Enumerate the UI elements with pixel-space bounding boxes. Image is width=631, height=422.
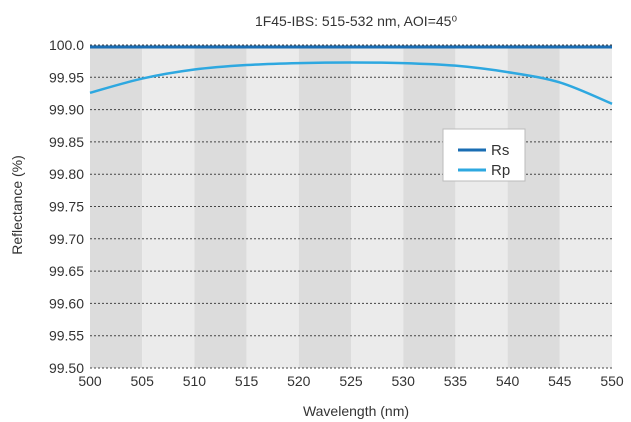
y-tick-label: 99.95: [49, 69, 84, 85]
y-tick-label: 99.85: [49, 134, 84, 150]
legend: Rs Rp: [442, 128, 526, 182]
y-tick-label: 100.0: [49, 37, 84, 53]
y-tick-label: 99.65: [49, 263, 84, 279]
x-tick-label: 545: [548, 373, 572, 389]
y-tick-label: 99.60: [49, 295, 84, 311]
y-tick-label: 99.90: [49, 102, 84, 118]
x-tick-label: 510: [183, 373, 207, 389]
x-tick-label: 550: [600, 373, 624, 389]
y-tick-label: 99.80: [49, 166, 84, 182]
y-tick-label: 99.70: [49, 231, 84, 247]
y-tick-label: 99.55: [49, 328, 84, 344]
y-tick-label: 99.50: [49, 360, 84, 376]
x-tick-label: 530: [392, 373, 416, 389]
y-tick-label: 99.75: [49, 199, 84, 215]
x-tick-label: 520: [287, 373, 311, 389]
legend-label-rs: Rs: [491, 142, 509, 159]
legend-box: [442, 128, 526, 182]
x-tick-label: 525: [339, 373, 363, 389]
data-series: [89, 45, 613, 105]
chart-title: 1F45-IBS: 515-532 nm, AOI=45⁰: [255, 13, 458, 29]
series-line-rp: [89, 61, 613, 105]
x-tick-label: 505: [131, 373, 155, 389]
x-tick-label: 535: [444, 373, 468, 389]
y-tick-labels: 99.50 99.55 99.60 99.65 99.70 99.75 99.80 99.85…: [49, 37, 84, 376]
x-tick-label: 540: [496, 373, 520, 389]
x-axis-title: Wavelength (nm): [303, 403, 409, 419]
y-axis-title: Reflectance (%): [9, 155, 25, 255]
grid-lines: [90, 44, 612, 369]
x-tick-label: 500: [78, 373, 102, 389]
x-tick-label: 515: [235, 373, 259, 389]
legend-label-rp: Rp: [491, 162, 510, 179]
x-tick-labels: 500 505 510 515 520 525 530 535 540 545 550: [78, 373, 624, 389]
